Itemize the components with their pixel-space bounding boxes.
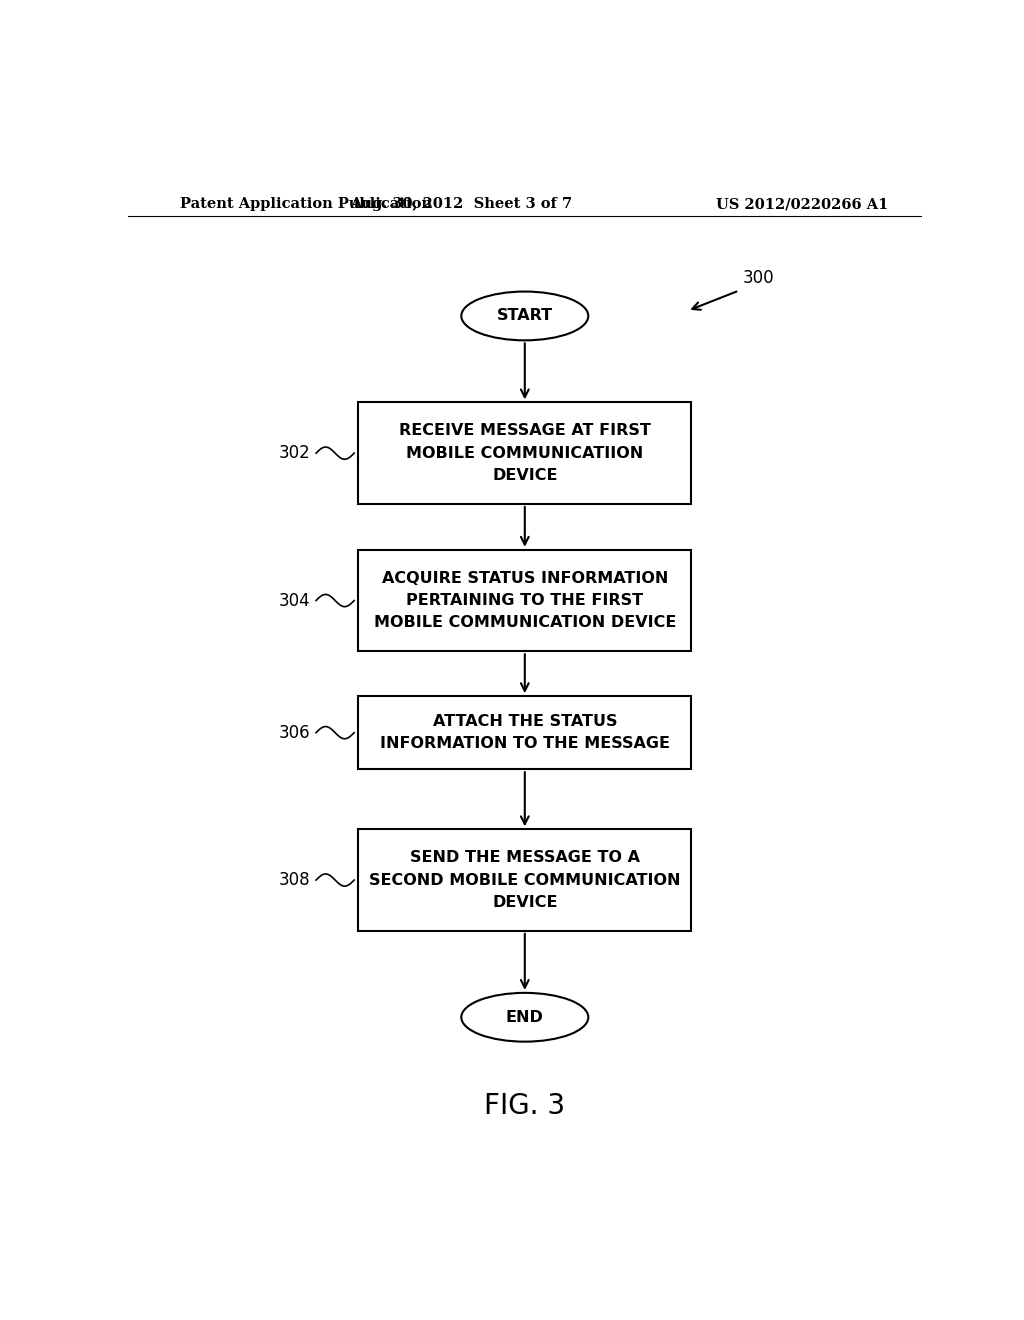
Text: 300: 300 (743, 269, 775, 288)
Text: SEND THE MESSAGE TO A
SECOND MOBILE COMMUNICATION
DEVICE: SEND THE MESSAGE TO A SECOND MOBILE COMM… (369, 850, 681, 909)
Text: 308: 308 (279, 871, 310, 890)
Text: 306: 306 (279, 723, 310, 742)
Text: START: START (497, 309, 553, 323)
FancyBboxPatch shape (358, 696, 691, 770)
Text: END: END (506, 1010, 544, 1024)
Text: RECEIVE MESSAGE AT FIRST
MOBILE COMMUNICATIION
DEVICE: RECEIVE MESSAGE AT FIRST MOBILE COMMUNIC… (399, 424, 650, 483)
FancyBboxPatch shape (358, 403, 691, 504)
Text: ACQUIRE STATUS INFORMATION
PERTAINING TO THE FIRST
MOBILE COMMUNICATION DEVICE: ACQUIRE STATUS INFORMATION PERTAINING TO… (374, 570, 676, 630)
Text: ATTACH THE STATUS
INFORMATION TO THE MESSAGE: ATTACH THE STATUS INFORMATION TO THE MES… (380, 714, 670, 751)
Text: FIG. 3: FIG. 3 (484, 1092, 565, 1119)
Text: Aug. 30, 2012  Sheet 3 of 7: Aug. 30, 2012 Sheet 3 of 7 (350, 197, 572, 211)
Text: 302: 302 (279, 444, 310, 462)
Text: 304: 304 (279, 591, 310, 610)
FancyBboxPatch shape (358, 829, 691, 931)
Ellipse shape (461, 993, 588, 1041)
Text: US 2012/0220266 A1: US 2012/0220266 A1 (717, 197, 889, 211)
FancyBboxPatch shape (358, 549, 691, 651)
Text: Patent Application Publication: Patent Application Publication (179, 197, 431, 211)
Ellipse shape (461, 292, 588, 341)
